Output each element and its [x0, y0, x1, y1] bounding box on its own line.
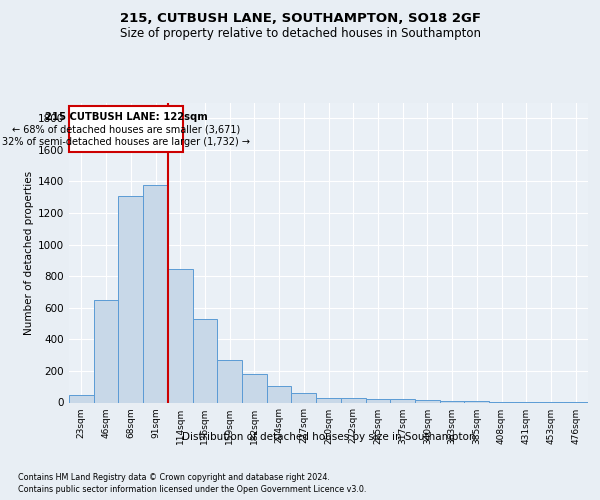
Text: Contains HM Land Registry data © Crown copyright and database right 2024.: Contains HM Land Registry data © Crown c…	[18, 472, 330, 482]
Text: Contains public sector information licensed under the Open Government Licence v3: Contains public sector information licen…	[18, 485, 367, 494]
Bar	[316, 398, 341, 402]
Y-axis label: Number of detached properties: Number of detached properties	[24, 170, 34, 334]
Bar	[118, 196, 143, 402]
Bar	[94, 300, 118, 402]
Bar	[168, 268, 193, 402]
Text: ← 68% of detached houses are smaller (3,671): ← 68% of detached houses are smaller (3,…	[12, 124, 240, 134]
Bar	[390, 400, 415, 402]
Text: 32% of semi-detached houses are larger (1,732) →: 32% of semi-detached houses are larger (…	[2, 137, 250, 147]
Bar	[242, 374, 267, 402]
Bar	[415, 400, 440, 402]
Bar	[292, 393, 316, 402]
Bar	[440, 400, 464, 402]
Text: 215 CUTBUSH LANE: 122sqm: 215 CUTBUSH LANE: 122sqm	[45, 112, 208, 122]
Bar	[267, 386, 292, 402]
Bar	[341, 398, 365, 402]
Bar	[365, 398, 390, 402]
Bar	[217, 360, 242, 403]
Bar	[143, 184, 168, 402]
Text: Distribution of detached houses by size in Southampton: Distribution of detached houses by size …	[182, 432, 476, 442]
Bar	[193, 320, 217, 402]
Text: 215, CUTBUSH LANE, SOUTHAMPTON, SO18 2GF: 215, CUTBUSH LANE, SOUTHAMPTON, SO18 2GF	[119, 12, 481, 26]
Bar	[69, 394, 94, 402]
Text: Size of property relative to detached houses in Southampton: Size of property relative to detached ho…	[119, 28, 481, 40]
Bar	[464, 401, 489, 402]
